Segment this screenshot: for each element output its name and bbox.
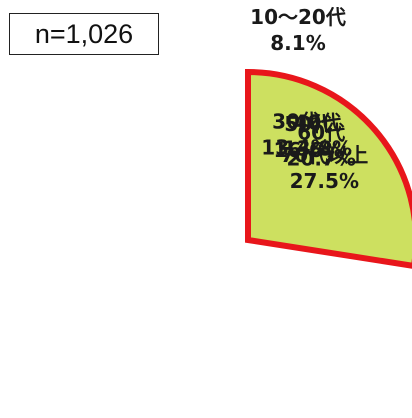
slice-category-label: 60代 bbox=[297, 121, 345, 145]
slice-label-3: 40代 13.8% bbox=[283, 110, 352, 160]
slice-value-label: 8.1% bbox=[270, 31, 325, 55]
slice-labels: 10～20代 8.1% 30代 13.4%40代 13.8%50代 16.6%60代 20.… bbox=[250, 5, 368, 193]
slice-label-2: 30代 13.4% bbox=[261, 110, 330, 160]
slice-category-label: 50代 bbox=[284, 112, 332, 136]
slice-value-label: 20.7% bbox=[287, 147, 356, 171]
slice-label-6: 70代以上 27.5% bbox=[280, 143, 368, 193]
slice-value-label: 13.8% bbox=[283, 136, 352, 160]
slice-category-label: 30代 bbox=[272, 110, 320, 134]
highlight-outline bbox=[245, 68, 412, 269]
sample-size-box: n=1,026 bbox=[9, 13, 159, 55]
slice-value-label: 27.5% bbox=[290, 169, 359, 193]
slice-label-5: 60代 20.7% bbox=[287, 121, 356, 171]
slice-category-label: 70代以上 bbox=[280, 143, 368, 167]
slice-label-1: 10～20代 8.1% bbox=[250, 5, 346, 55]
slice-value-label: 13.4% bbox=[261, 136, 330, 160]
slice-label-4: 50代 16.6% bbox=[274, 112, 343, 162]
slice-category-label: 10～20代 bbox=[250, 5, 346, 29]
sample-size-label: n=1,026 bbox=[34, 18, 134, 49]
slice-value-label: 16.6% bbox=[274, 138, 343, 162]
slice-category-label: 40代 bbox=[293, 110, 341, 134]
